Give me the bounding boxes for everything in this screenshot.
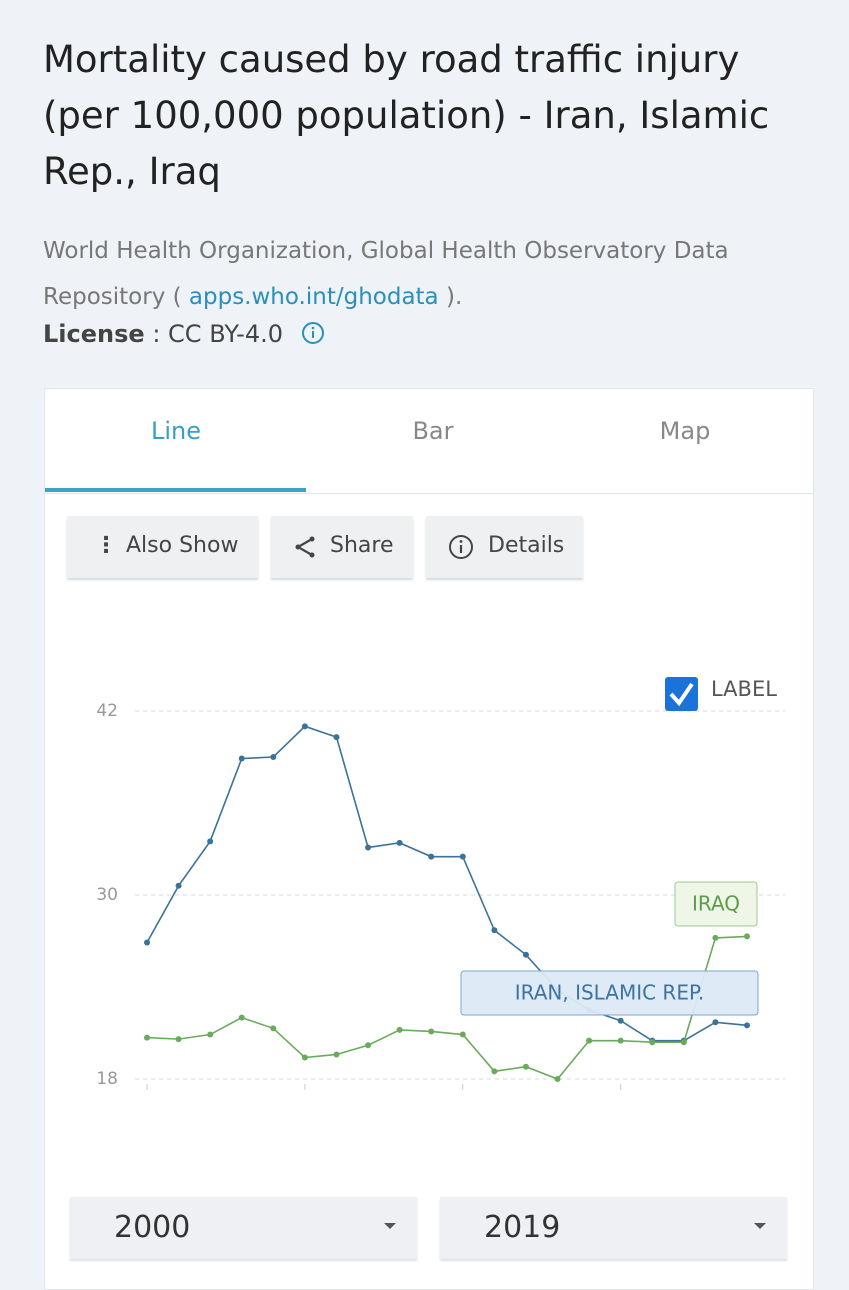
series-label: IRAQ (692, 892, 740, 916)
license: License : CC BY-4.0 (43, 320, 325, 348)
data-point (333, 1051, 340, 1058)
data-point (207, 1031, 214, 1038)
data-point (744, 933, 750, 940)
source-text: World Health Organization, Global Health… (43, 238, 729, 310)
checkbox-label: LABEL (711, 677, 777, 701)
data-point (491, 1068, 498, 1075)
data-point (396, 839, 403, 846)
select-value: 2000 (114, 1210, 191, 1245)
data-point (270, 1025, 277, 1032)
data-point (270, 754, 277, 760)
data-point (238, 755, 245, 762)
info-icon[interactable] (301, 321, 325, 345)
license-value: CC BY-4.0 (168, 320, 283, 348)
start-year-select[interactable]: 2000 (70, 1197, 417, 1259)
label-checkbox[interactable] (665, 677, 698, 711)
also-show-button[interactable]: ⋮ Also Show (67, 516, 258, 578)
end-year-select[interactable]: 2019 (440, 1197, 787, 1259)
series-label-box (460, 970, 759, 1016)
y-tick-label: 30 (96, 885, 118, 905)
data-point (712, 934, 719, 941)
data-point (491, 927, 498, 934)
share-icon (295, 536, 315, 558)
data-point (459, 1031, 466, 1038)
data-point (744, 1022, 750, 1029)
y-tick-label: 42 (96, 701, 118, 721)
button-label: Share (330, 533, 394, 558)
checkmark (669, 682, 694, 707)
tab[interactable]: Bar (412, 417, 454, 445)
data-point (617, 1037, 624, 1044)
data-point (680, 1039, 687, 1046)
data-point (238, 1014, 245, 1021)
page-title: Mortality caused by road traffic injury … (43, 38, 770, 193)
tab[interactable]: Line (150, 417, 201, 445)
source-link[interactable]: apps.who.int/ghodata (188, 284, 439, 310)
data-point (301, 723, 308, 730)
dropdown-arrow (754, 1223, 766, 1229)
button-label: Details (488, 533, 565, 558)
data-point (522, 1063, 529, 1070)
chart-card: Line Bar Map ⋮ Also Show Share Details 20… (44, 388, 814, 1290)
data-point (522, 951, 529, 958)
data-point (365, 1042, 372, 1049)
data-point (144, 939, 150, 946)
data-point (396, 1026, 403, 1033)
data-point (586, 1037, 593, 1044)
y-tick-label: 18 (96, 1069, 118, 1089)
data-point (144, 1034, 150, 1041)
source-text: ). (445, 284, 463, 310)
data-point (365, 844, 372, 851)
tab-indicator (45, 488, 306, 492)
data-point (428, 1028, 435, 1035)
info-icon (449, 535, 473, 559)
data-point (301, 1054, 308, 1061)
data-point (649, 1039, 656, 1046)
button-label: Also Show (126, 533, 239, 558)
data-point (175, 882, 182, 889)
series-line (146, 935, 748, 1080)
source: World Health Organization, Global Health… (43, 228, 803, 320)
details-button[interactable]: Details (426, 516, 583, 578)
series-line (146, 725, 748, 1042)
data-point (333, 734, 340, 741)
data-point (459, 853, 466, 860)
tab-bar: Line Bar Map (45, 389, 813, 494)
dropdown-arrow (384, 1223, 396, 1229)
series-label-box (674, 881, 758, 927)
series-label: IRAN, ISLAMIC REP. (515, 981, 705, 1005)
data-point (617, 1017, 624, 1024)
data-point (712, 1019, 719, 1026)
data-point (554, 1076, 561, 1082)
select-value: 2019 (484, 1210, 561, 1245)
license-label: License (43, 320, 145, 348)
tab[interactable]: Map (659, 417, 711, 445)
data-point (207, 838, 214, 845)
license-sep: : (152, 320, 161, 348)
data-point (175, 1036, 182, 1043)
data-point (428, 853, 435, 860)
share-button[interactable]: Share (271, 516, 413, 578)
